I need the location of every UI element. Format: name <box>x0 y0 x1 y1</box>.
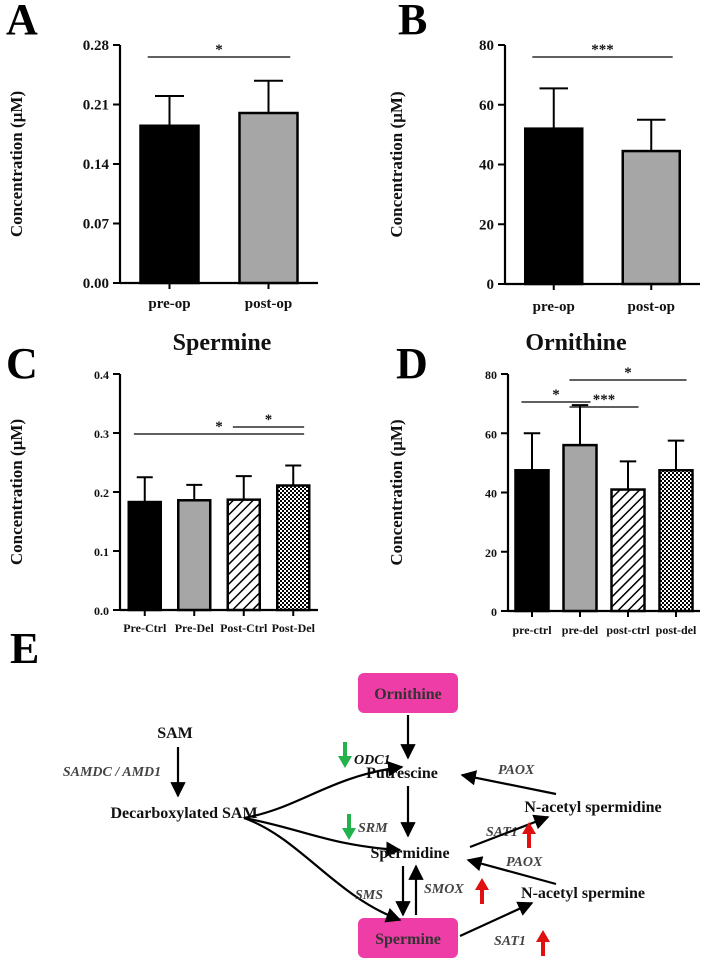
spermine-node: Spermine <box>375 931 441 948</box>
smox-label: SMOX <box>424 882 464 897</box>
sat1-label-2: SAT1 <box>494 934 526 949</box>
odc1-label: ODC1 <box>354 753 391 768</box>
chart-a-ytick-label: 0.28 <box>83 38 109 54</box>
chart-b-ytick-label: 60 <box>479 98 494 114</box>
ornithine-node: Ornithine <box>374 686 442 703</box>
chart-a-bar <box>238 111 299 285</box>
ornithine-box <box>358 673 458 713</box>
chart-b-ytick-label: 20 <box>479 217 494 233</box>
sat1-arrow-2 <box>459 901 534 937</box>
sat1-up-arrow-icon-1 <box>522 822 536 848</box>
spermine-title: Spermine <box>173 330 272 356</box>
spermidine-node: Spermidine <box>370 845 449 862</box>
chart-c: 0.0 0.1 0.2 0.3 0.4 Concentration (µM) Pre-Ctr… <box>7 368 318 635</box>
chart-d-xtick-label: post-del <box>656 623 697 637</box>
chart-c-ytick-label: 0.2 <box>94 486 109 500</box>
sam-node: SAM <box>157 725 193 742</box>
chart-a-ylabel: Concentration (µM) <box>7 91 26 237</box>
chart-a-bar <box>139 124 200 285</box>
sat1-label-1: SAT1 <box>486 825 518 840</box>
srm-label: SRM <box>358 821 388 836</box>
chart-d-bar <box>514 469 550 613</box>
chart-c-xtick-label: Pre-Del <box>175 621 215 635</box>
chart-c-bar <box>276 484 311 612</box>
chart-d-bar <box>562 443 598 613</box>
sat1-up-arrow-icon-2 <box>536 930 550 956</box>
panel-label-e: E <box>10 624 39 673</box>
sat1-arrow-1 <box>469 814 550 849</box>
chart-a-ytick-label: 0.07 <box>83 217 110 233</box>
chart-d-ytick-label: 40 <box>485 487 497 501</box>
chart-d-xtick-label: pre-ctrl <box>512 623 552 637</box>
sms-label: SMS <box>355 888 383 903</box>
chart-d-xtick-label: post-ctrl <box>606 623 650 637</box>
chart-d-ytick-label: 60 <box>485 427 497 441</box>
chart-d-xtick-label: pre-del <box>562 623 599 637</box>
chart-b-xtick-label: post-op <box>627 299 675 315</box>
dcsam-arrow-2 <box>243 816 402 857</box>
chart-d-significance-label: * <box>552 387 560 403</box>
chart-c-bar <box>177 499 212 612</box>
panel-label-b: B <box>398 0 427 44</box>
acetyl-spermidine-node: N-acetyl spermidine <box>524 799 661 816</box>
chart-c-xtick-label: Post-Ctrl <box>220 621 268 635</box>
chart-c-xtick-label: Post-Del <box>272 621 316 635</box>
polyamine-pathway: Ornithine Spermine SAM SAMDC / AMD1 Deca… <box>63 673 662 958</box>
chart-c-significance-label: * <box>265 412 273 428</box>
dcsam-arrow-3 <box>243 816 402 923</box>
chart-b-ylabel: Concentration (µM) <box>387 91 406 237</box>
chart-b-xtick-label: pre-op <box>533 299 575 315</box>
chart-d-ytick-label: 20 <box>485 546 497 560</box>
chart-a-ytick-label: 0.00 <box>83 276 109 292</box>
panel-label-d: D <box>396 339 428 388</box>
chart-a-xtick-label: pre-op <box>148 296 190 312</box>
chart-c-bar <box>226 498 261 612</box>
panel-label-c: C <box>6 339 38 388</box>
odc1-down-arrow-icon <box>338 742 352 768</box>
chart-d-ytick-label: 80 <box>485 368 497 382</box>
chart-b-bar <box>621 149 681 286</box>
chart-c-ytick-label: 0.3 <box>94 427 109 441</box>
chart-a: 0.00 0.07 0.14 0.21 0.28 Concentration (µM) pr… <box>7 38 318 312</box>
chart-b-significance-label: *** <box>591 42 614 58</box>
chart-c-ylabel: Concentration (µM) <box>7 419 26 565</box>
spermine-box <box>358 918 458 958</box>
chart-a-ytick-label: 0.21 <box>83 98 109 114</box>
chart-d-ylabel: Concentration (µM) <box>387 419 406 565</box>
chart-d-significance-label: * <box>624 365 632 381</box>
dcsam-arrow-1 <box>243 761 404 820</box>
paox-label-1: PAOX <box>498 763 535 778</box>
chart-c-xtick-label: Pre-Ctrl <box>123 621 167 635</box>
chart-a-xtick-label: post-op <box>245 296 293 312</box>
smox-up-arrow-icon <box>475 878 489 904</box>
chart-b-ytick-label: 40 <box>479 158 494 174</box>
paox-label-2: PAOX <box>506 855 543 870</box>
chart-d-significance-label: *** <box>593 392 616 408</box>
chart-c-ytick-label: 0.0 <box>94 604 109 618</box>
srm-down-arrow-icon <box>342 814 356 840</box>
paox-arrow-1 <box>460 770 557 796</box>
chart-c-ytick-label: 0.4 <box>94 368 109 382</box>
chart-a-ytick-label: 0.14 <box>83 157 110 173</box>
decarboxylated-sam-node: Decarboxylated SAM <box>110 805 257 822</box>
chart-b-ytick-label: 0 <box>487 277 495 293</box>
chart-b: 0 20 40 60 80 Concentration (µM) pre-op post-op… <box>387 38 700 315</box>
chart-c-bar <box>127 500 162 612</box>
chart-c-ytick-label: 0.1 <box>94 545 109 559</box>
chart-c-significance-label: * <box>215 419 223 435</box>
chart-d: 0 20 40 60 80 Concentration (µM) pre-ctrl pre-d… <box>387 365 700 637</box>
chart-d-bar <box>658 469 694 613</box>
samdc-label: SAMDC / AMD1 <box>63 765 161 780</box>
chart-b-ytick-label: 80 <box>479 38 494 54</box>
chart-a-significance-label: * <box>215 42 223 58</box>
chart-b-bar <box>524 127 584 286</box>
chart-d-ytick-label: 0 <box>491 605 497 619</box>
paox-arrow-2 <box>466 856 557 886</box>
panel-label-a: A <box>6 0 38 44</box>
ornithine-title: Ornithine <box>525 330 627 356</box>
chart-d-bar <box>610 488 646 613</box>
acetyl-spermine-node: N-acetyl spermine <box>521 885 645 902</box>
